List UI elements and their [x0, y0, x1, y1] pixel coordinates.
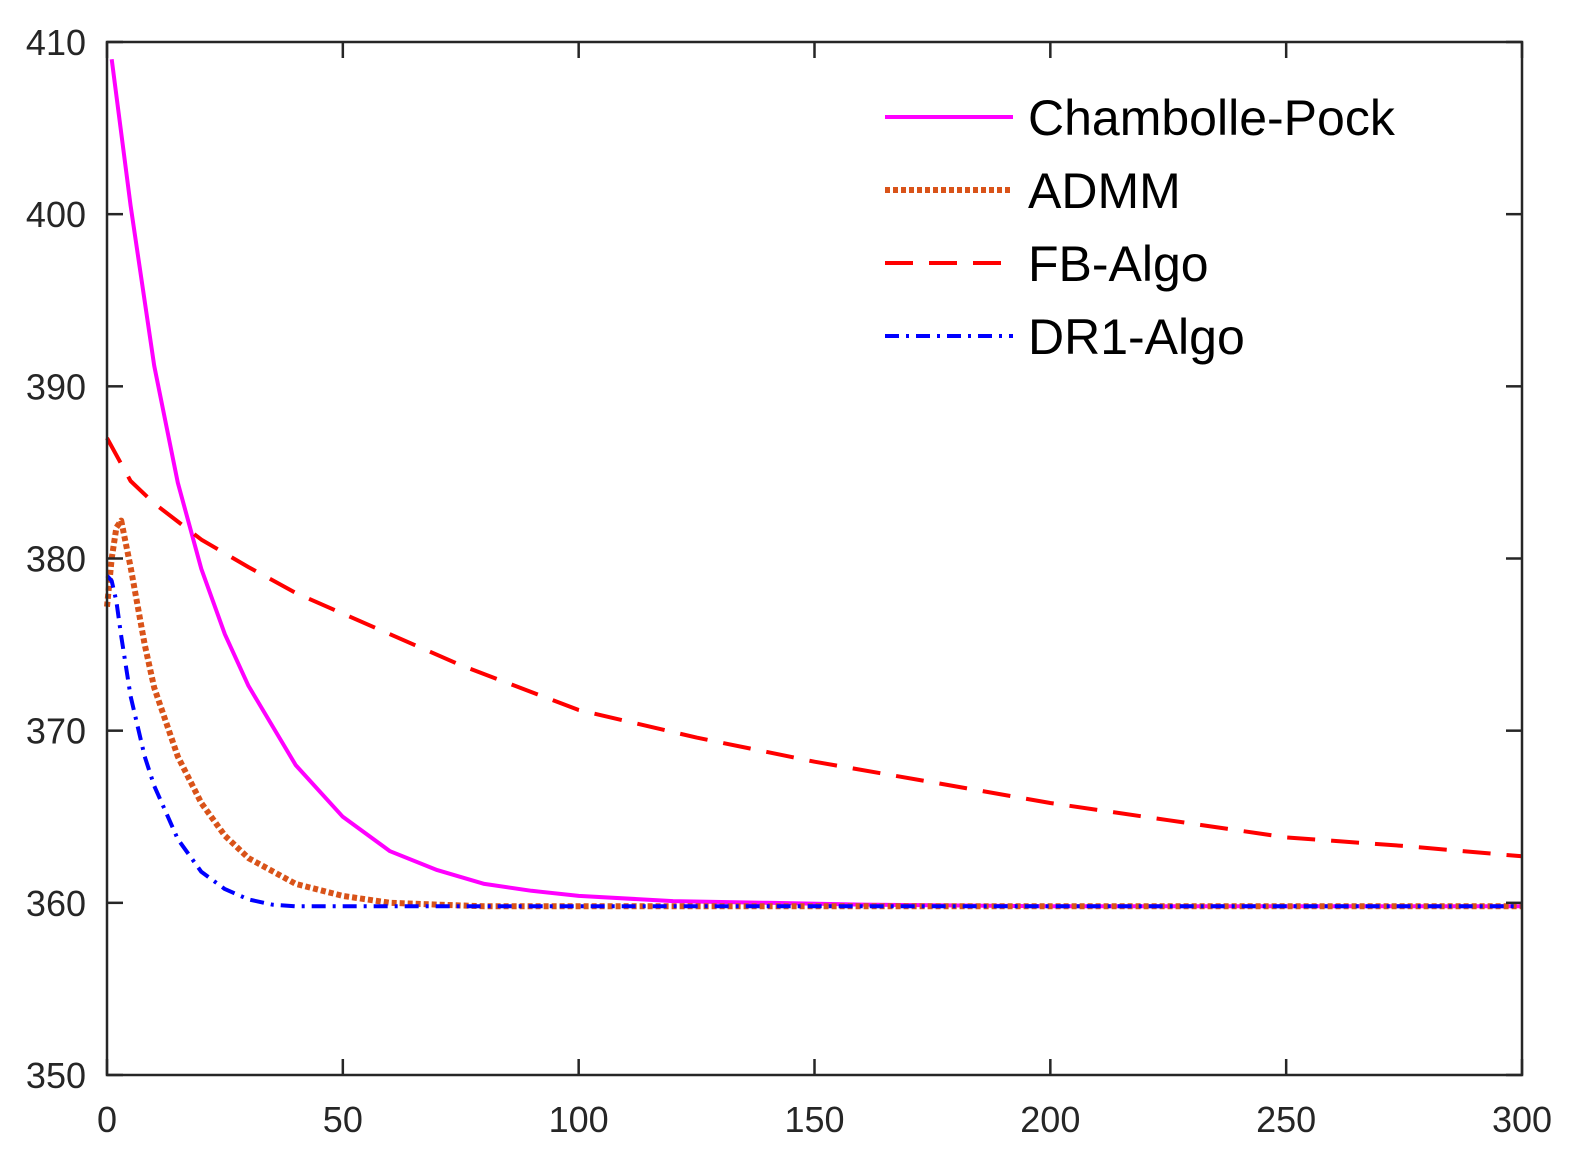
x-tick-label: 0: [97, 1099, 117, 1140]
legend-label-3: DR1-Algo: [1028, 309, 1245, 365]
legend-label-2: FB-Algo: [1028, 236, 1209, 292]
x-tick-label: 300: [1492, 1099, 1552, 1140]
legend-label-1: ADMM: [1028, 163, 1181, 219]
axis-tick-labels: 0 50 100 150 200 250 300 350 360 370 380 390 400 410: [26, 22, 1552, 1140]
x-tick-label: 150: [784, 1099, 844, 1140]
y-tick-label: 400: [26, 194, 86, 235]
x-tick-label: 250: [1256, 1099, 1316, 1140]
legend: Chambolle-Pock ADMM FB-Algo DR1-Algo: [885, 90, 1396, 365]
series-line-3: [105, 574, 1522, 909]
x-tick-label: 50: [323, 1099, 363, 1140]
y-tick-label: 390: [26, 366, 86, 407]
x-tick-label: 200: [1020, 1099, 1080, 1140]
x-tick-label: 100: [549, 1099, 609, 1140]
y-tick-label: 410: [26, 22, 86, 63]
y-tick-label: 360: [26, 883, 86, 924]
series-lines: [104, 58, 1523, 910]
axis-ticks: [105, 40, 1524, 1077]
series-line-2: [105, 437, 1523, 859]
plot-area-frame: [105, 40, 1524, 1077]
y-tick-label: 370: [26, 711, 86, 752]
series-line-0: [109, 58, 1522, 909]
y-tick-label: 380: [26, 539, 86, 580]
series-line-1: [104, 517, 1522, 910]
y-tick-label: 350: [26, 1055, 86, 1096]
legend-label-0: Chambolle-Pock: [1028, 90, 1396, 146]
